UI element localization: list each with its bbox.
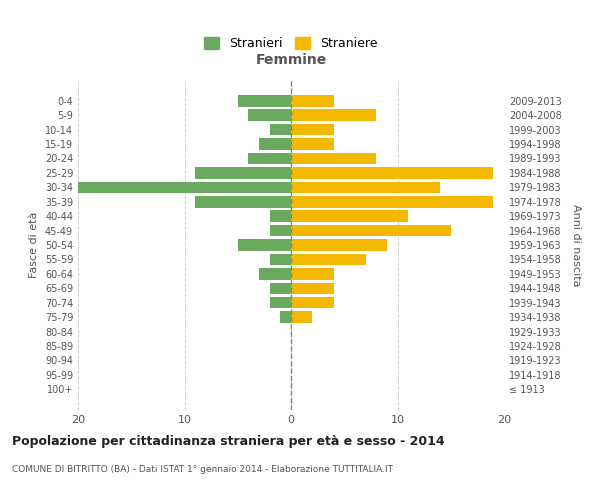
Text: Popolazione per cittadinanza straniera per età e sesso - 2014: Popolazione per cittadinanza straniera p… bbox=[12, 435, 445, 448]
Y-axis label: Fasce di età: Fasce di età bbox=[29, 212, 39, 278]
Bar bbox=[291, 167, 493, 178]
Bar bbox=[291, 182, 440, 193]
Bar bbox=[291, 282, 334, 294]
Bar bbox=[270, 282, 291, 294]
Bar bbox=[270, 297, 291, 308]
Bar bbox=[238, 95, 291, 106]
Bar bbox=[259, 268, 291, 280]
Bar bbox=[195, 196, 291, 207]
Bar bbox=[291, 95, 334, 106]
Text: COMUNE DI BITRITTO (BA) - Dati ISTAT 1° gennaio 2014 - Elaborazione TUTTITALIA.I: COMUNE DI BITRITTO (BA) - Dati ISTAT 1° … bbox=[12, 465, 393, 474]
Bar bbox=[248, 152, 291, 164]
Bar bbox=[78, 182, 291, 193]
Bar bbox=[291, 297, 334, 308]
Bar bbox=[270, 225, 291, 236]
Bar bbox=[291, 196, 493, 207]
Bar bbox=[280, 312, 291, 323]
Bar bbox=[291, 312, 313, 323]
Bar bbox=[291, 124, 334, 136]
Bar bbox=[291, 152, 376, 164]
Bar bbox=[291, 225, 451, 236]
Bar bbox=[291, 254, 365, 265]
Bar bbox=[270, 254, 291, 265]
Bar bbox=[195, 167, 291, 178]
Bar bbox=[248, 110, 291, 121]
Bar bbox=[238, 239, 291, 251]
Text: Femmine: Femmine bbox=[256, 53, 326, 67]
Bar bbox=[291, 210, 408, 222]
Legend: Stranieri, Straniere: Stranieri, Straniere bbox=[200, 34, 382, 54]
Bar bbox=[270, 210, 291, 222]
Bar bbox=[291, 110, 376, 121]
Bar bbox=[259, 138, 291, 150]
Bar bbox=[291, 268, 334, 280]
Bar bbox=[270, 124, 291, 136]
Bar bbox=[291, 239, 387, 251]
Y-axis label: Anni di nascita: Anni di nascita bbox=[571, 204, 581, 286]
Bar bbox=[291, 138, 334, 150]
